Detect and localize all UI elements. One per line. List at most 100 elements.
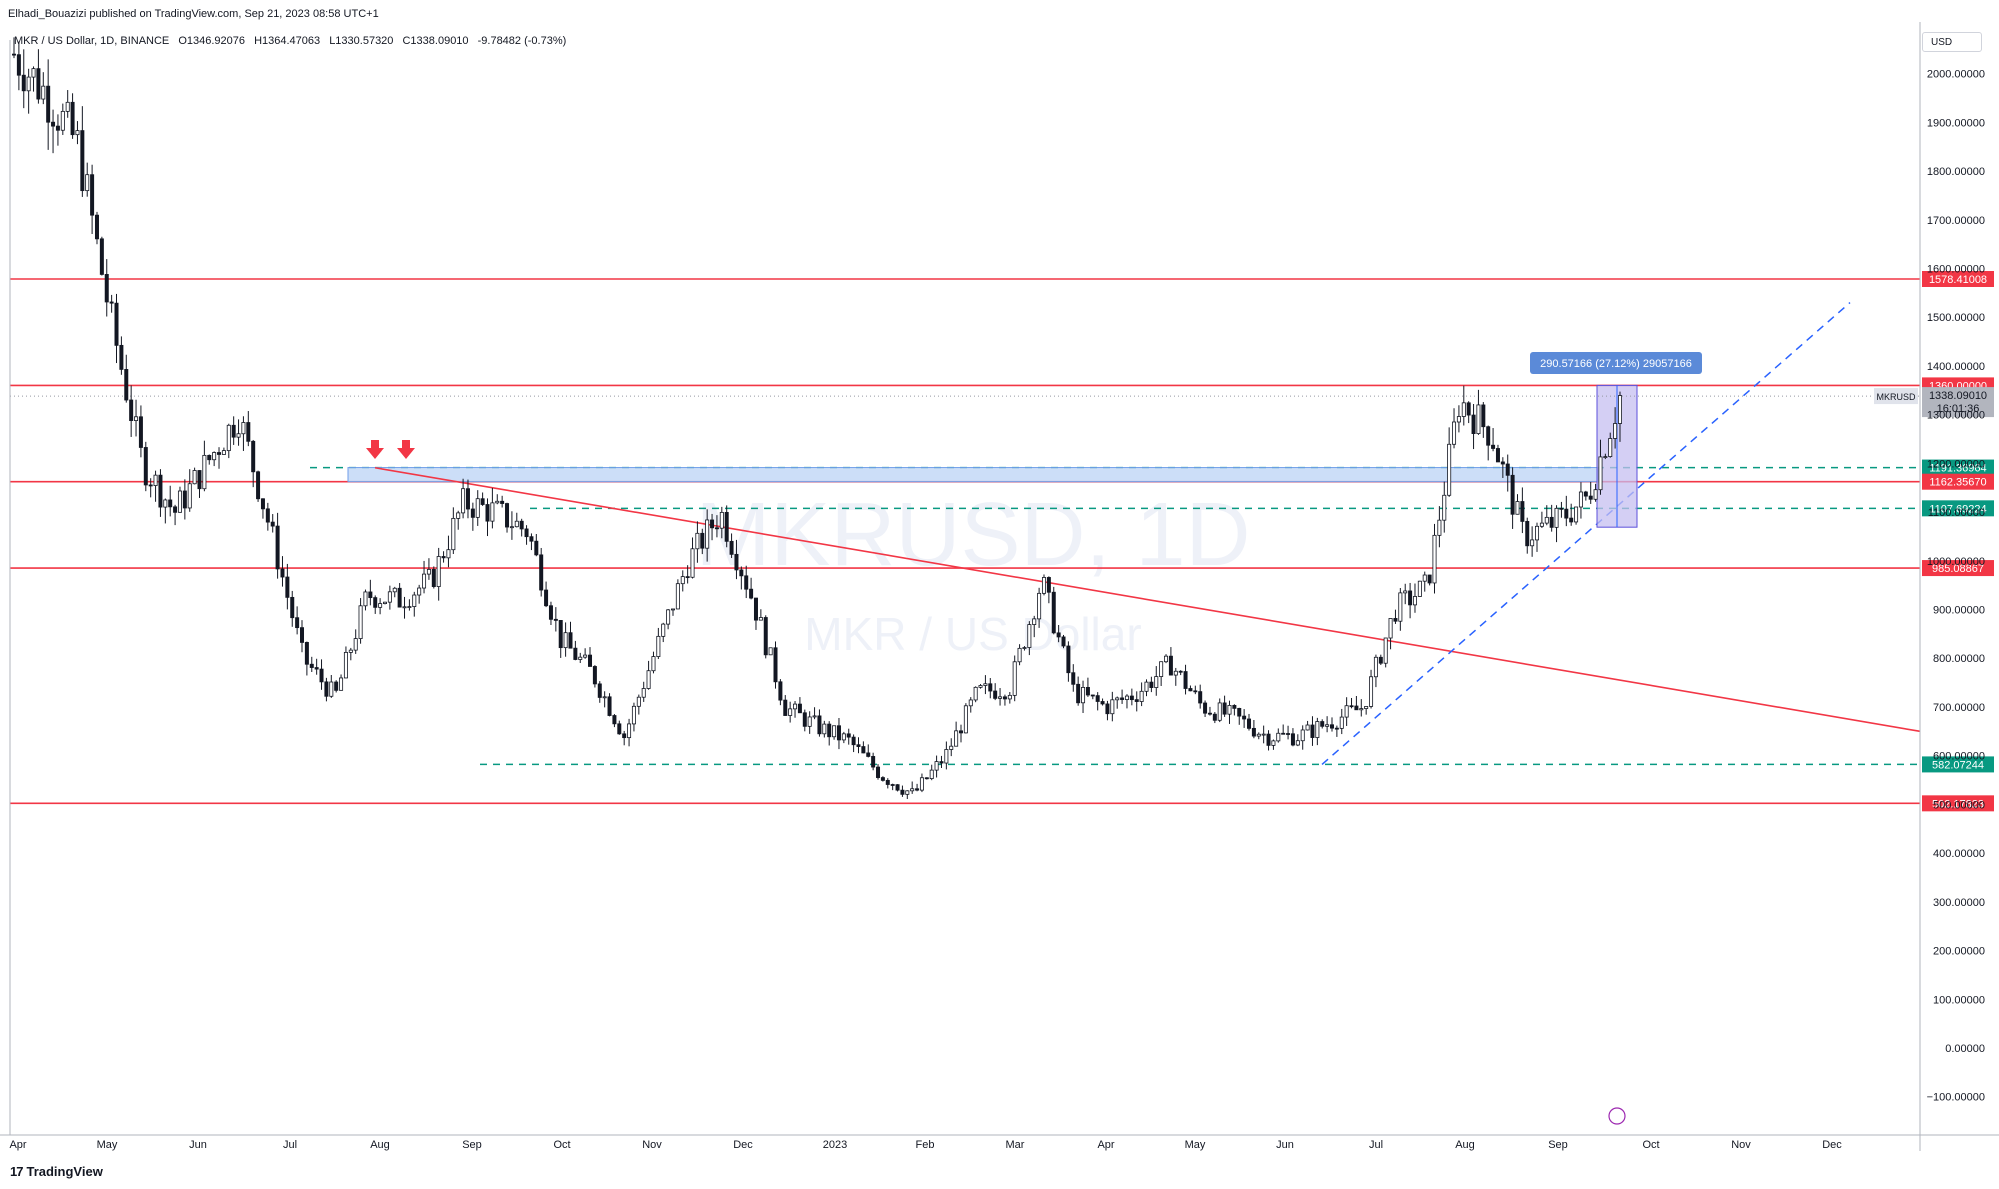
candle-body	[1466, 402, 1471, 416]
candle-body	[1535, 525, 1540, 541]
candle-body	[51, 121, 56, 127]
candle-body	[983, 683, 988, 686]
level-price-label: 985.08867	[1932, 563, 1984, 575]
candle-body	[1574, 506, 1579, 523]
candle-body	[1247, 718, 1252, 729]
candle-body	[65, 101, 70, 112]
candle-body	[529, 536, 534, 542]
candle-body	[480, 498, 485, 505]
candle-body	[617, 723, 622, 735]
candle-body	[710, 519, 715, 529]
currency-selector-button[interactable]: USD	[1922, 32, 1982, 52]
candle-body	[661, 623, 666, 637]
candle-body	[714, 527, 719, 530]
candle-body	[832, 725, 837, 738]
candle-body	[778, 681, 783, 701]
candle-body	[1486, 426, 1491, 446]
candle-body	[519, 520, 524, 530]
candle-body	[1412, 596, 1417, 606]
candle-body	[153, 474, 158, 486]
candle-body	[1364, 706, 1369, 709]
candle-body	[685, 576, 690, 579]
candle-body	[1134, 699, 1139, 702]
candle-body	[1373, 656, 1378, 678]
symbol-tag-label: MKRUSD	[1876, 392, 1916, 402]
candle-body	[119, 344, 124, 370]
symbol-description[interactable]: MKR / US Dollar, 1D, BINANCE	[14, 35, 170, 47]
candle-body	[1442, 494, 1447, 521]
candle-body	[129, 399, 134, 421]
candle-body	[319, 668, 324, 683]
candle-body	[343, 651, 348, 679]
candle-body	[1593, 489, 1598, 500]
x-tick-label: May	[1185, 1139, 1206, 1151]
candle-body	[1618, 395, 1623, 424]
candle-body	[1110, 699, 1115, 715]
candle-body	[231, 424, 236, 438]
y-tick-label: 1800.00000	[1927, 166, 1985, 178]
y-tick-label: 400.00000	[1933, 848, 1985, 860]
lightning-icon	[1608, 1107, 1626, 1125]
y-tick-label: 900.00000	[1933, 605, 1985, 617]
low-value: L1330.57320	[329, 35, 394, 47]
candle-body	[915, 788, 920, 791]
red-down-arrow-icon	[397, 440, 415, 459]
candle-body	[1183, 671, 1188, 689]
candle-body	[90, 174, 95, 216]
candle-body	[1193, 690, 1198, 693]
candle-body	[1378, 656, 1383, 664]
candle-body	[265, 508, 270, 523]
candle-body	[1549, 516, 1554, 528]
candle-body	[461, 488, 466, 514]
y-tick-label: 1500.00000	[1927, 312, 1985, 324]
candle-body	[836, 725, 841, 741]
x-tick-label: Dec	[733, 1139, 753, 1151]
candle-body	[509, 526, 514, 529]
candle-body	[275, 525, 280, 570]
tradingview-logo[interactable]: 17 TradingView	[10, 1164, 103, 1179]
candle-body	[368, 591, 373, 599]
candle-body	[348, 649, 353, 653]
y-tick-label: 1200.00000	[1927, 458, 1985, 470]
candle-body	[46, 85, 51, 123]
candle-body	[993, 690, 998, 699]
x-tick-label: Jun	[189, 1139, 207, 1151]
candle-body	[16, 54, 21, 76]
candle-body	[485, 504, 490, 522]
candle-body	[1554, 507, 1559, 528]
candle-body	[251, 440, 256, 473]
candle-body	[753, 597, 758, 621]
level-price-tag	[1922, 560, 1994, 577]
candle-body	[890, 784, 895, 786]
candle-body	[1539, 522, 1544, 527]
candle-body	[221, 450, 226, 455]
candle-body	[134, 416, 139, 421]
candle-body	[456, 512, 461, 519]
candle-body	[1461, 402, 1466, 417]
candle-body	[143, 447, 148, 486]
close-value: C1338.09010	[402, 35, 469, 47]
candle-body	[109, 301, 114, 304]
candle-body	[500, 500, 505, 504]
symbol-tag-box	[1874, 388, 1918, 405]
candle-body	[363, 591, 368, 607]
y-tick-label: 500.00000	[1933, 799, 1985, 811]
candle-body	[1432, 534, 1437, 584]
x-tick-label: Mar	[1006, 1139, 1025, 1151]
candle-body	[963, 705, 968, 734]
candle-body	[910, 788, 915, 792]
candle-body	[387, 591, 392, 603]
candle-body	[226, 424, 231, 452]
candle-body	[900, 789, 905, 795]
candle-body	[217, 452, 222, 455]
candle-body	[1095, 695, 1100, 702]
candle-body	[1090, 694, 1095, 697]
candle-body	[1491, 444, 1496, 449]
candle-body	[148, 484, 153, 487]
y-tick-label: 1400.00000	[1927, 361, 1985, 373]
candle-body	[451, 517, 456, 551]
candle-body	[822, 723, 827, 735]
candle-body	[70, 101, 75, 136]
candle-body	[719, 511, 724, 529]
